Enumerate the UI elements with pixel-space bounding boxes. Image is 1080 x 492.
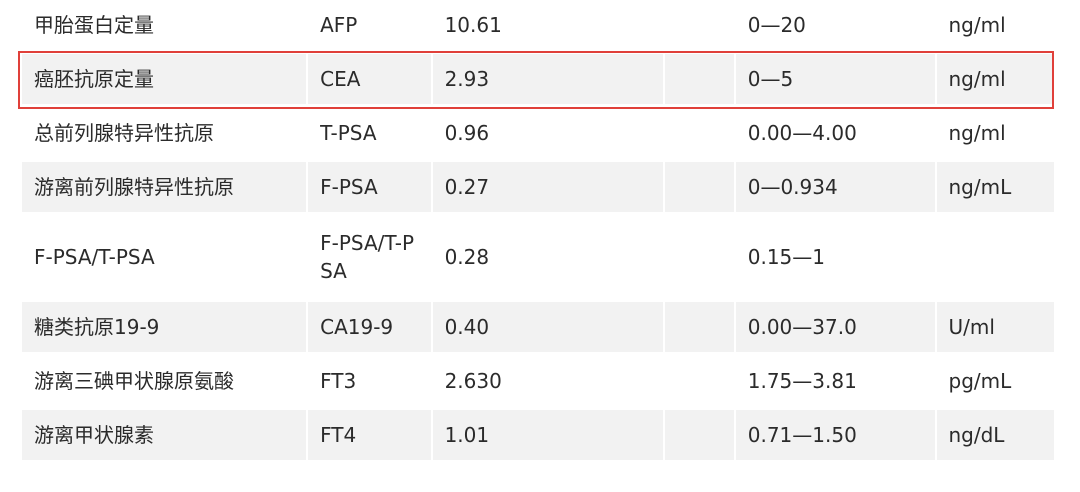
- lab-results-table: 甲胎蛋白定量 AFP 10.61 0—20 ng/ml 癌胚抗原定量 CEA 2…: [20, 0, 1056, 464]
- unit-cell: ng/ml: [948, 121, 1006, 145]
- test-code-cell: T-PSA: [320, 121, 377, 145]
- result-value-cell: 0.40: [432, 302, 664, 352]
- flag-cell: [665, 302, 734, 352]
- reference-range-cell: 0.15—1: [747, 245, 825, 269]
- reference-range-cell: 0—5: [735, 54, 935, 104]
- result-value-cell: 2.630: [444, 369, 502, 393]
- test-code-cell: FT4: [308, 410, 431, 460]
- test-code-cell: FT3: [320, 369, 357, 393]
- flag-cell: [665, 356, 733, 406]
- reference-range-cell: 0—20: [747, 13, 806, 37]
- unit-cell: ng/mL: [936, 162, 1054, 212]
- flag-cell: [665, 108, 733, 158]
- test-name-cell: F-PSA/T-PSA: [34, 245, 155, 269]
- unit-cell: U/ml: [936, 302, 1054, 352]
- unit-cell: ng/dL: [936, 410, 1054, 460]
- test-name-cell: 游离前列腺特异性抗原: [22, 162, 307, 212]
- result-value-cell: 0.96: [444, 121, 490, 145]
- test-code-cell: AFP: [320, 13, 358, 37]
- table-row: 总前列腺特异性抗原 T-PSA 0.96 0.00—4.00 ng/ml: [22, 108, 1054, 158]
- unit-cell: pg/mL: [948, 369, 1012, 393]
- reference-range-cell: 0.00—37.0: [735, 302, 935, 352]
- test-code-cell: F-PSA/T-PSA: [320, 231, 415, 283]
- test-name-cell: 游离三碘甲状腺原氨酸: [34, 369, 234, 393]
- unit-cell: ng/ml: [948, 13, 1006, 37]
- reference-range-cell: 0.00—4.00: [747, 121, 857, 145]
- test-code-cell: F-PSA: [308, 162, 431, 212]
- flag-cell: [665, 162, 734, 212]
- table-row: 甲胎蛋白定量 AFP 10.61 0—20 ng/ml: [22, 0, 1054, 50]
- result-value-cell: 0.27: [432, 162, 664, 212]
- reference-range-cell: 1.75—3.81: [747, 369, 857, 393]
- table-row: 游离前列腺特异性抗原 F-PSA 0.27 0—0.934 ng/mL: [22, 162, 1054, 212]
- flag-cell: [665, 216, 733, 298]
- result-value-cell: 0.28: [444, 245, 490, 269]
- flag-cell: [665, 54, 734, 104]
- test-name-cell: 糖类抗原19-9: [22, 302, 307, 352]
- unit-cell: ng/ml: [936, 54, 1054, 104]
- table-row-highlighted: 癌胚抗原定量 CEA 2.93 0—5 ng/ml: [22, 54, 1054, 104]
- table-row: 糖类抗原19-9 CA19-9 0.40 0.00—37.0 U/ml: [22, 302, 1054, 352]
- unit-cell: [937, 216, 1055, 298]
- test-code-cell: CEA: [308, 54, 431, 104]
- test-name-cell: 癌胚抗原定量: [22, 54, 307, 104]
- table-row: 游离甲状腺素 FT4 1.01 0.71—1.50 ng/dL: [22, 410, 1054, 460]
- test-code-cell: CA19-9: [308, 302, 431, 352]
- table-row: 游离三碘甲状腺原氨酸 FT3 2.630 1.75—3.81 pg/mL: [22, 356, 1054, 406]
- result-value-cell: 1.01: [432, 410, 664, 460]
- reference-range-cell: 0.71—1.50: [735, 410, 935, 460]
- result-value-cell: 2.93: [432, 54, 664, 104]
- flag-cell: [665, 410, 734, 460]
- flag-cell: [665, 0, 733, 50]
- result-value-cell: 10.61: [444, 13, 502, 37]
- test-name-cell: 甲胎蛋白定量: [34, 13, 154, 37]
- test-name-cell: 总前列腺特异性抗原: [34, 121, 214, 145]
- table-row: F-PSA/T-PSA F-PSA/T-PSA 0.28 0.15—1: [22, 216, 1054, 298]
- reference-range-cell: 0—0.934: [735, 162, 935, 212]
- test-name-cell: 游离甲状腺素: [22, 410, 307, 460]
